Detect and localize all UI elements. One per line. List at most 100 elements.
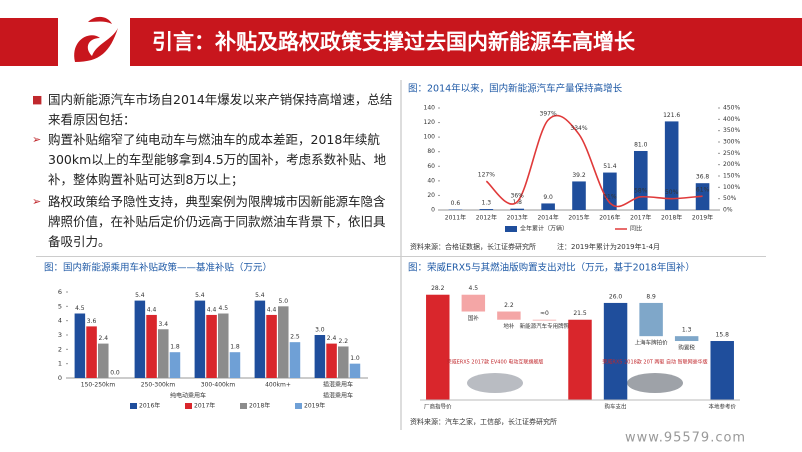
legend-swatch [240,403,247,409]
x-tick-label: 2012年 [476,214,497,222]
data-label: ≈0 [540,310,549,317]
x-tick-label: 400km+ [265,382,291,389]
bar [314,335,326,378]
bar [568,319,592,400]
logo-box [58,4,130,76]
data-label: 51.4 [603,163,617,170]
bar [169,352,181,378]
bullet-text: 路权政策给予隐性支持，典型案例为限牌城市因新能源车隐含牌照价值，在补贴后定价仍远… [48,194,386,249]
x-tick-label: 2016年 [599,214,620,222]
data-label: 3.0 [315,327,325,334]
y-tick-label: 60 [427,163,435,170]
bar [338,346,349,378]
data-label: 121.6 [663,112,680,119]
data-label: 1.8 [230,344,240,351]
data-label: 8.9 [646,293,656,300]
x-tick-label: 2017年 [630,214,651,222]
overlay [0,410,210,452]
data-label: 3.4 [158,321,168,328]
data-label: 1.3 [482,200,492,207]
data-label: 2.5 [290,334,300,341]
divider [400,80,402,430]
y-tick-label: 5 [58,302,62,310]
y-tick-label: 3 [58,331,62,339]
data-label: 15.8 [716,332,730,339]
bar [603,302,628,400]
y2-tick-label: 100% [723,184,740,191]
bullet-text: 购置补贴缩窄了纯电动车与燃油车的成本差距，2018年续航300km以上的车型能够… [48,132,387,187]
data-label: 334% [570,125,587,132]
data-label: 28.2 [431,285,445,292]
y2-tick-label: 450% [723,105,740,112]
x-tick-label: 2011年 [445,214,466,222]
y-tick-label: 4 [58,317,62,325]
data-label: 4.4 [147,306,157,313]
data-label: 4.4 [207,306,217,313]
data-label: 58% [634,187,648,194]
bar [674,336,699,342]
legend-swatch [185,403,192,409]
bar [603,172,617,210]
data-label: 9.0 [543,194,553,201]
bar [664,121,679,210]
bar [639,302,663,337]
bar [326,343,337,378]
x-tick-label: 2019年 [692,214,713,222]
bar [426,294,450,400]
y2-tick-label: 350% [723,127,740,134]
bar [278,306,289,378]
legend-swatch [505,226,517,232]
data-label: 397% [540,111,557,118]
x-tick-label: 插混乘用车 [323,381,353,389]
y2-tick-label: 0% [723,207,733,214]
data-label: 4.5 [218,305,228,312]
bar [532,319,557,321]
data-label: 5.4 [195,292,205,299]
bar [86,326,97,378]
y2-tick-label: 50% [723,195,737,202]
bar [289,342,301,378]
data-label: 2.4 [327,335,337,342]
legend-label: 2018年 [249,402,270,410]
bar [74,313,86,378]
bar [206,314,217,378]
bar [461,294,486,312]
category-label: 购置税 [678,344,695,352]
chart-title: 图：荣威ERX5与其燃油版购置支出对比（万元，基于2018年国补） [408,262,695,274]
data-label: 2.4 [98,335,108,342]
category-label: 地补 [503,322,515,330]
data-label: 4.4 [267,306,277,313]
bar [229,352,241,378]
bar [710,341,734,400]
y-tick-label: 120 [424,119,436,126]
divider [36,256,766,257]
bullet: ➢ 购置补贴缩窄了纯电动车与燃油车的成本差距，2018年续航300km以上的车型能… [32,132,387,187]
page-title: 引言：补贴及路权政策支撑过去国内新能源车高增长 [152,30,636,54]
data-label: 1.0 [350,355,360,362]
data-label: 4.5 [469,285,479,292]
x-tick-label: 2015年 [568,214,589,222]
group-label: 纯电动乘用车 [170,392,206,400]
data-label: 5.4 [135,292,145,299]
data-label: 26.0 [609,293,623,300]
x-tick-label: 2014年 [537,214,558,222]
category-label: 新能源汽车专用牌照 [520,322,570,330]
y-tick-label: 20 [427,192,435,199]
source: 资料来源：汽车之家，工信部，长江证券研究所 [410,417,557,426]
bullet: ➢ 路权政策给予隐性支持，典型案例为限牌城市因新能源车隐含牌照价值，在补贴后定价仍… [32,194,386,249]
legend-label: 同比 [630,225,642,233]
bar [349,363,361,378]
annotation: 荣威ERX5 2017款 EV400 电动互联旗舰版 [447,359,544,366]
bar [98,343,109,378]
line [485,114,703,208]
category-label: 上海车牌拍价 [635,339,669,347]
x-tick-label: 150-250km [81,382,116,389]
y-tick-label: 80 [427,148,435,155]
category-label: 购车支出 [605,403,627,411]
x-tick-label: 2018年 [661,214,682,222]
y2-tick-label: 300% [723,139,740,146]
chart-title: 图：国内新能源乘用车补贴政策——基准补贴（万元） [44,262,272,274]
y-tick-label: 0 [58,374,62,382]
